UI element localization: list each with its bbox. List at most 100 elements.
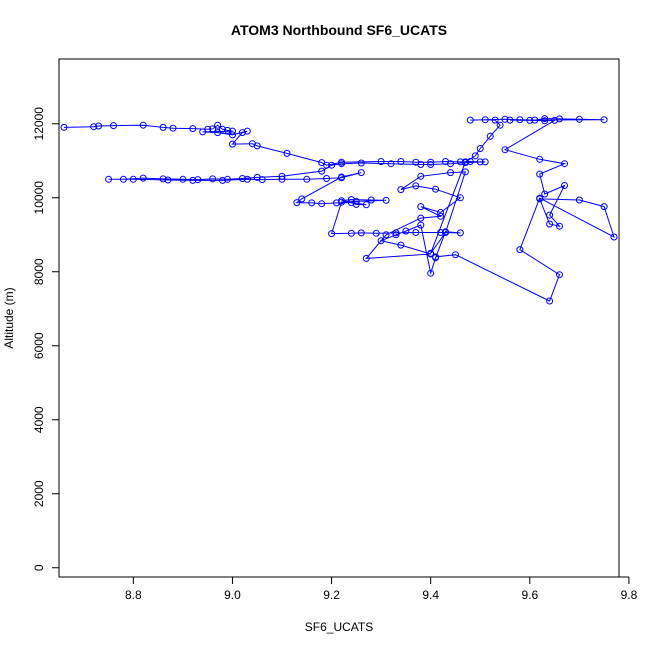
data-point	[456, 229, 464, 237]
data-point	[541, 117, 549, 125]
data-point	[541, 115, 549, 123]
data-point	[476, 145, 484, 152]
data-point	[293, 199, 301, 207]
data-point	[412, 182, 420, 190]
data-point	[214, 129, 222, 137]
y-tick-label: 8000	[32, 258, 46, 285]
data-point	[575, 196, 583, 204]
data-point	[224, 126, 231, 134]
data-point	[253, 142, 261, 150]
data-point	[377, 237, 385, 245]
data-point	[476, 158, 484, 166]
data-point	[526, 116, 534, 124]
data-point	[318, 167, 326, 175]
data-point	[164, 176, 172, 184]
data-point	[397, 158, 405, 165]
data-point	[194, 176, 202, 184]
data-point	[229, 131, 236, 139]
x-tick-label: 9.0	[224, 588, 241, 602]
data-point	[461, 168, 469, 176]
data-point	[466, 116, 474, 124]
data-point	[442, 229, 449, 236]
y-tick-label: 2000	[32, 480, 46, 507]
data-point	[209, 125, 217, 133]
data-point	[328, 161, 336, 169]
data-point	[338, 173, 345, 181]
data-point	[189, 125, 197, 133]
data-point	[481, 116, 489, 124]
data-point	[323, 175, 331, 182]
data-point	[417, 214, 425, 222]
data-point	[60, 123, 68, 131]
data-point	[278, 172, 286, 180]
data-point	[352, 197, 360, 205]
data-point	[179, 175, 187, 183]
y-tick-label: 0	[32, 564, 46, 571]
data-point	[238, 175, 246, 182]
data-point	[546, 220, 554, 228]
data-point	[328, 230, 336, 238]
data-point	[159, 175, 167, 183]
data-point	[352, 200, 360, 208]
data-point	[382, 196, 390, 204]
data-point	[531, 116, 539, 124]
data-point	[456, 194, 464, 202]
data-point	[427, 161, 435, 168]
data-point	[110, 122, 117, 130]
data-point	[347, 196, 355, 204]
data-point	[397, 186, 405, 194]
data-point	[447, 160, 454, 168]
data-point	[437, 229, 445, 236]
data-point	[229, 127, 236, 135]
data-point	[491, 116, 499, 124]
data-point	[471, 152, 479, 160]
data-point	[159, 123, 167, 131]
y-axis: 0 2000 4000 6000 8000 10000 12000	[32, 107, 60, 571]
data-point	[224, 175, 231, 183]
x-tick-label: 9.6	[521, 588, 538, 602]
data-point	[303, 175, 311, 183]
y-tick-label: 10000	[32, 181, 46, 215]
x-axis-title: SF6_UCATS	[305, 620, 373, 634]
data-point	[456, 158, 464, 166]
data-point	[387, 160, 395, 168]
data-point	[357, 169, 365, 177]
data-point	[412, 229, 420, 236]
data-point	[219, 125, 226, 133]
series-group	[60, 115, 618, 305]
data-point	[556, 115, 563, 123]
data-point	[129, 175, 137, 183]
data-point	[258, 176, 266, 184]
data-point	[119, 175, 127, 183]
data-point	[516, 246, 524, 254]
y-tick-label: 6000	[32, 332, 46, 359]
data-point	[139, 121, 147, 129]
data-point	[219, 176, 226, 184]
y-tick-label: 4000	[32, 406, 46, 433]
data-point	[377, 158, 385, 165]
x-tick-label: 9.4	[422, 588, 439, 602]
data-point	[600, 116, 608, 124]
data-point	[516, 116, 524, 124]
data-point	[382, 231, 390, 239]
data-point	[357, 159, 365, 167]
data-point	[432, 185, 440, 193]
data-point	[417, 221, 425, 229]
data-point	[323, 161, 331, 169]
data-point	[536, 170, 544, 178]
data-point	[496, 121, 504, 129]
data-point	[536, 155, 544, 163]
data-point	[105, 175, 113, 183]
data-point	[486, 132, 494, 140]
data-point	[209, 175, 217, 183]
data-point	[338, 198, 345, 206]
data-point	[610, 233, 618, 241]
data-point	[481, 158, 489, 166]
data-point	[466, 158, 474, 165]
data-point	[367, 196, 375, 204]
data-point	[362, 201, 370, 209]
x-tick-label: 8.8	[125, 588, 142, 602]
